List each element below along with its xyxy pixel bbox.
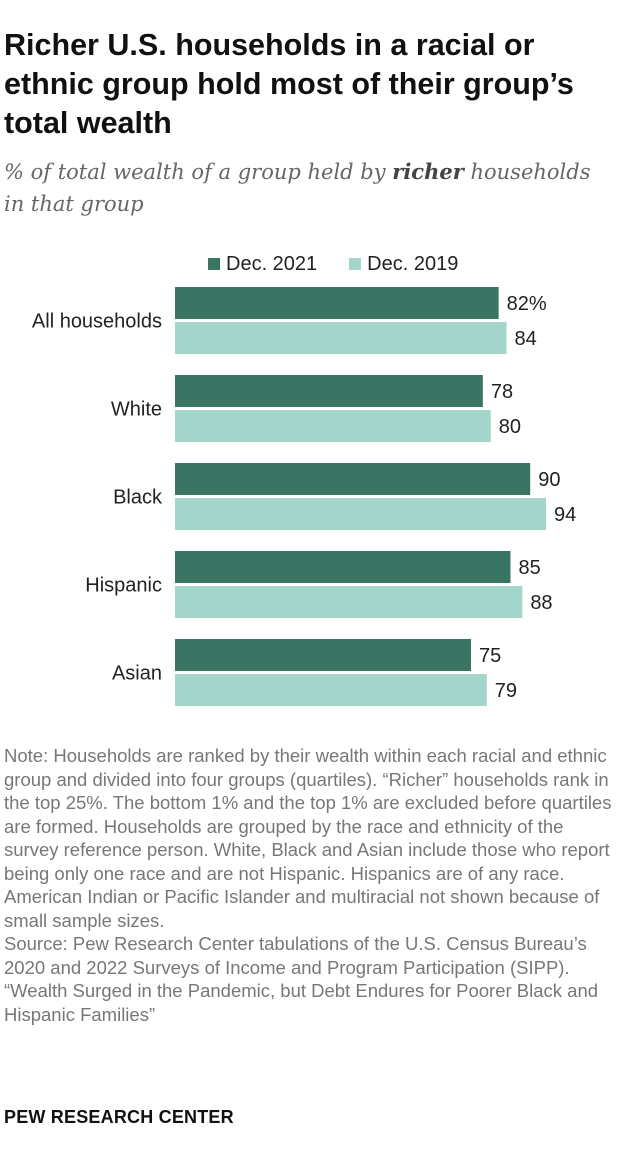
legend-swatch-dec-2019 (349, 258, 362, 270)
bar-dec-2021-asian (175, 639, 472, 671)
value-label-dec-2021-hispanic: 85 (518, 557, 540, 579)
note-text: Note: Households are ranked by their wea… (4, 745, 612, 931)
bar-dec-2021-white (175, 375, 483, 407)
chart-title: Richer U.S. households in a racial or et… (4, 28, 574, 140)
category-label-hispanic: Hispanic (85, 575, 162, 597)
bar-dec-2021-all-households (175, 287, 499, 319)
value-label-dec-2019-all-households: 84 (515, 328, 537, 350)
subtitle-text-start: % of total wealth of a group held by (4, 160, 393, 184)
bar-dec-2019-asian (175, 674, 487, 706)
category-label-all-households: All households (32, 311, 162, 333)
value-label-dec-2021-black: 90 (538, 469, 560, 491)
bar-dec-2019-hispanic (175, 586, 523, 618)
bar-dec-2019-white (175, 410, 491, 442)
bar-dec-2021-black (175, 463, 531, 495)
category-label-white: White (111, 399, 162, 421)
bar-dec-2021-hispanic (175, 551, 511, 583)
report-title-text: “Wealth Surged in the Pandemic, but Debt… (4, 980, 599, 1025)
category-label-asian: Asian (112, 663, 162, 685)
legend-item-dec-2019: Dec. 2019 (349, 253, 458, 276)
bar-chart: All households 82% 84 White 78 80 Black 90 94 His… (32, 287, 576, 706)
legend-label-dec-2019: Dec. 2019 (367, 252, 459, 275)
chart-subtitle: % of total wealth of a group held by ric… (4, 156, 614, 220)
legend: Dec. 2021 Dec. 2019 (208, 252, 490, 276)
footnote: Note: Households are ranked by their wea… (4, 744, 616, 1026)
bar-dec-2019-black (175, 498, 546, 530)
subtitle-emphasis: richer (392, 159, 464, 184)
legend-item-dec-2021: Dec. 2021 (208, 253, 317, 276)
brand-logo-text: PEW RESEARCH CENTER (4, 1107, 234, 1127)
value-label-dec-2019-asian: 79 (495, 680, 517, 702)
bar-dec-2019-all-households (175, 322, 507, 354)
value-label-dec-2019-hispanic: 88 (530, 592, 552, 614)
legend-label-dec-2021: Dec. 2021 (226, 252, 318, 275)
category-label-black: Black (113, 487, 163, 509)
value-label-dec-2019-white: 80 (499, 416, 521, 438)
value-label-dec-2021-white: 78 (491, 381, 513, 403)
value-label-dec-2021-asian: 75 (479, 645, 501, 667)
subtitle-text-end: households in that group (4, 160, 591, 216)
value-label-dec-2019-black: 94 (554, 504, 576, 526)
legend-swatch-dec-2021 (208, 258, 220, 270)
value-label-dec-2021-all-households: 82% (507, 293, 547, 315)
source-text: Source: Pew Research Center tabulations … (4, 933, 587, 978)
